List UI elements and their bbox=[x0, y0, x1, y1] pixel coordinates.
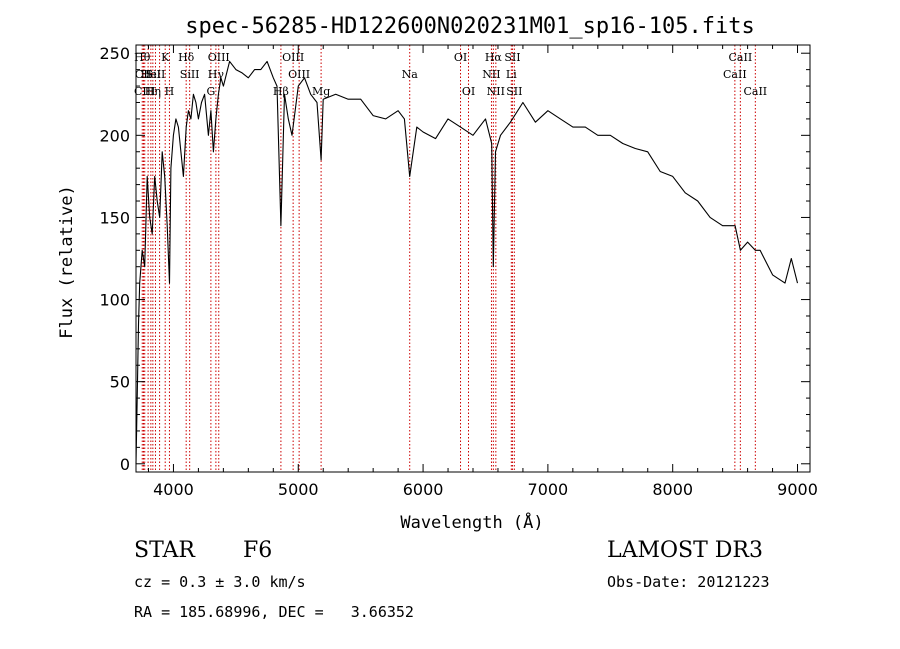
x-axis-label: Wavelength (Å) bbox=[400, 511, 543, 533]
spectral-subclass: F6 bbox=[243, 538, 273, 563]
plot-frame bbox=[135, 44, 811, 473]
x-tick-label: 9000 bbox=[777, 480, 818, 499]
line-marker-label: CaII bbox=[743, 85, 767, 98]
line-marker-label: SII bbox=[506, 85, 522, 98]
y-tick-label: 100 bbox=[99, 291, 130, 310]
spectral-line-markers bbox=[141, 45, 756, 472]
line-marker-label: Hη bbox=[145, 85, 161, 98]
y-axis-label: Flux (relative) bbox=[57, 185, 77, 339]
line-marker-label: OIII bbox=[288, 68, 310, 81]
survey-name: LAMOST DR3 bbox=[607, 538, 763, 563]
line-marker-label: K bbox=[161, 51, 170, 64]
y-tick-label: 50 bbox=[110, 373, 130, 392]
y-tick-label: 150 bbox=[99, 208, 130, 227]
observation-date: Obs-Date: 20121223 bbox=[607, 573, 770, 591]
y-tick-label: 0 bbox=[120, 455, 130, 474]
spectrum-line bbox=[135, 60, 799, 464]
coordinates: RA = 185.68996, DEC = 3.66352 bbox=[134, 603, 414, 621]
line-marker-label: Na bbox=[402, 68, 419, 81]
line-marker-label: NII bbox=[482, 68, 500, 81]
line-marker-label: Mg bbox=[312, 85, 330, 98]
line-marker-label: CII bbox=[135, 68, 152, 81]
line-marker-label: Hδ bbox=[178, 51, 195, 64]
line-marker-label: CaII bbox=[723, 68, 747, 81]
spectral-line-labels: Hθ CII CIII HeI Hη SiII K H Hδ SiII G Hγ OIII Hβ OIII O… bbox=[134, 51, 767, 98]
x-tick-label: 7000 bbox=[528, 480, 569, 499]
line-marker-label: Hγ bbox=[208, 68, 225, 81]
y-tick-label: 250 bbox=[99, 44, 130, 63]
line-marker-label: H bbox=[165, 85, 175, 98]
x-tick-label: 4000 bbox=[153, 480, 194, 499]
line-marker-label: G bbox=[206, 85, 215, 98]
line-marker-label: Hβ bbox=[273, 85, 289, 98]
line-marker-label: OI bbox=[454, 51, 467, 64]
radial-velocity: cz = 0.3 ± 3.0 km/s bbox=[134, 573, 306, 591]
object-class: STAR bbox=[134, 538, 195, 563]
line-marker-label: HeI bbox=[141, 68, 161, 81]
line-marker-label: OIII bbox=[208, 51, 230, 64]
line-marker-label: SiII bbox=[146, 68, 166, 81]
x-tick-label: 8000 bbox=[652, 480, 693, 499]
line-marker-label: SII bbox=[504, 51, 520, 64]
line-marker-label: NII bbox=[487, 85, 505, 98]
line-marker-label: Li bbox=[506, 68, 517, 81]
x-tick-label: 6000 bbox=[403, 480, 444, 499]
line-marker-label: Hα bbox=[485, 51, 503, 64]
line-marker-label: CIII bbox=[134, 85, 155, 98]
line-marker-label: OI bbox=[462, 85, 475, 98]
y-axis-ticks: 0 50 100 150 200 250 bbox=[99, 44, 810, 474]
x-axis-ticks: 4000 5000 6000 7000 8000 9000 bbox=[147, 45, 818, 499]
line-marker-label: Hθ bbox=[134, 51, 151, 64]
line-marker-label: CaII bbox=[729, 51, 753, 64]
line-marker-label: OIII bbox=[282, 51, 304, 64]
line-marker-label: SiII bbox=[180, 68, 200, 81]
x-tick-label: 5000 bbox=[278, 480, 319, 499]
y-tick-label: 200 bbox=[99, 126, 130, 145]
chart-title: spec-56285-HD122600N020231M01_sp16-105.f… bbox=[185, 14, 755, 39]
